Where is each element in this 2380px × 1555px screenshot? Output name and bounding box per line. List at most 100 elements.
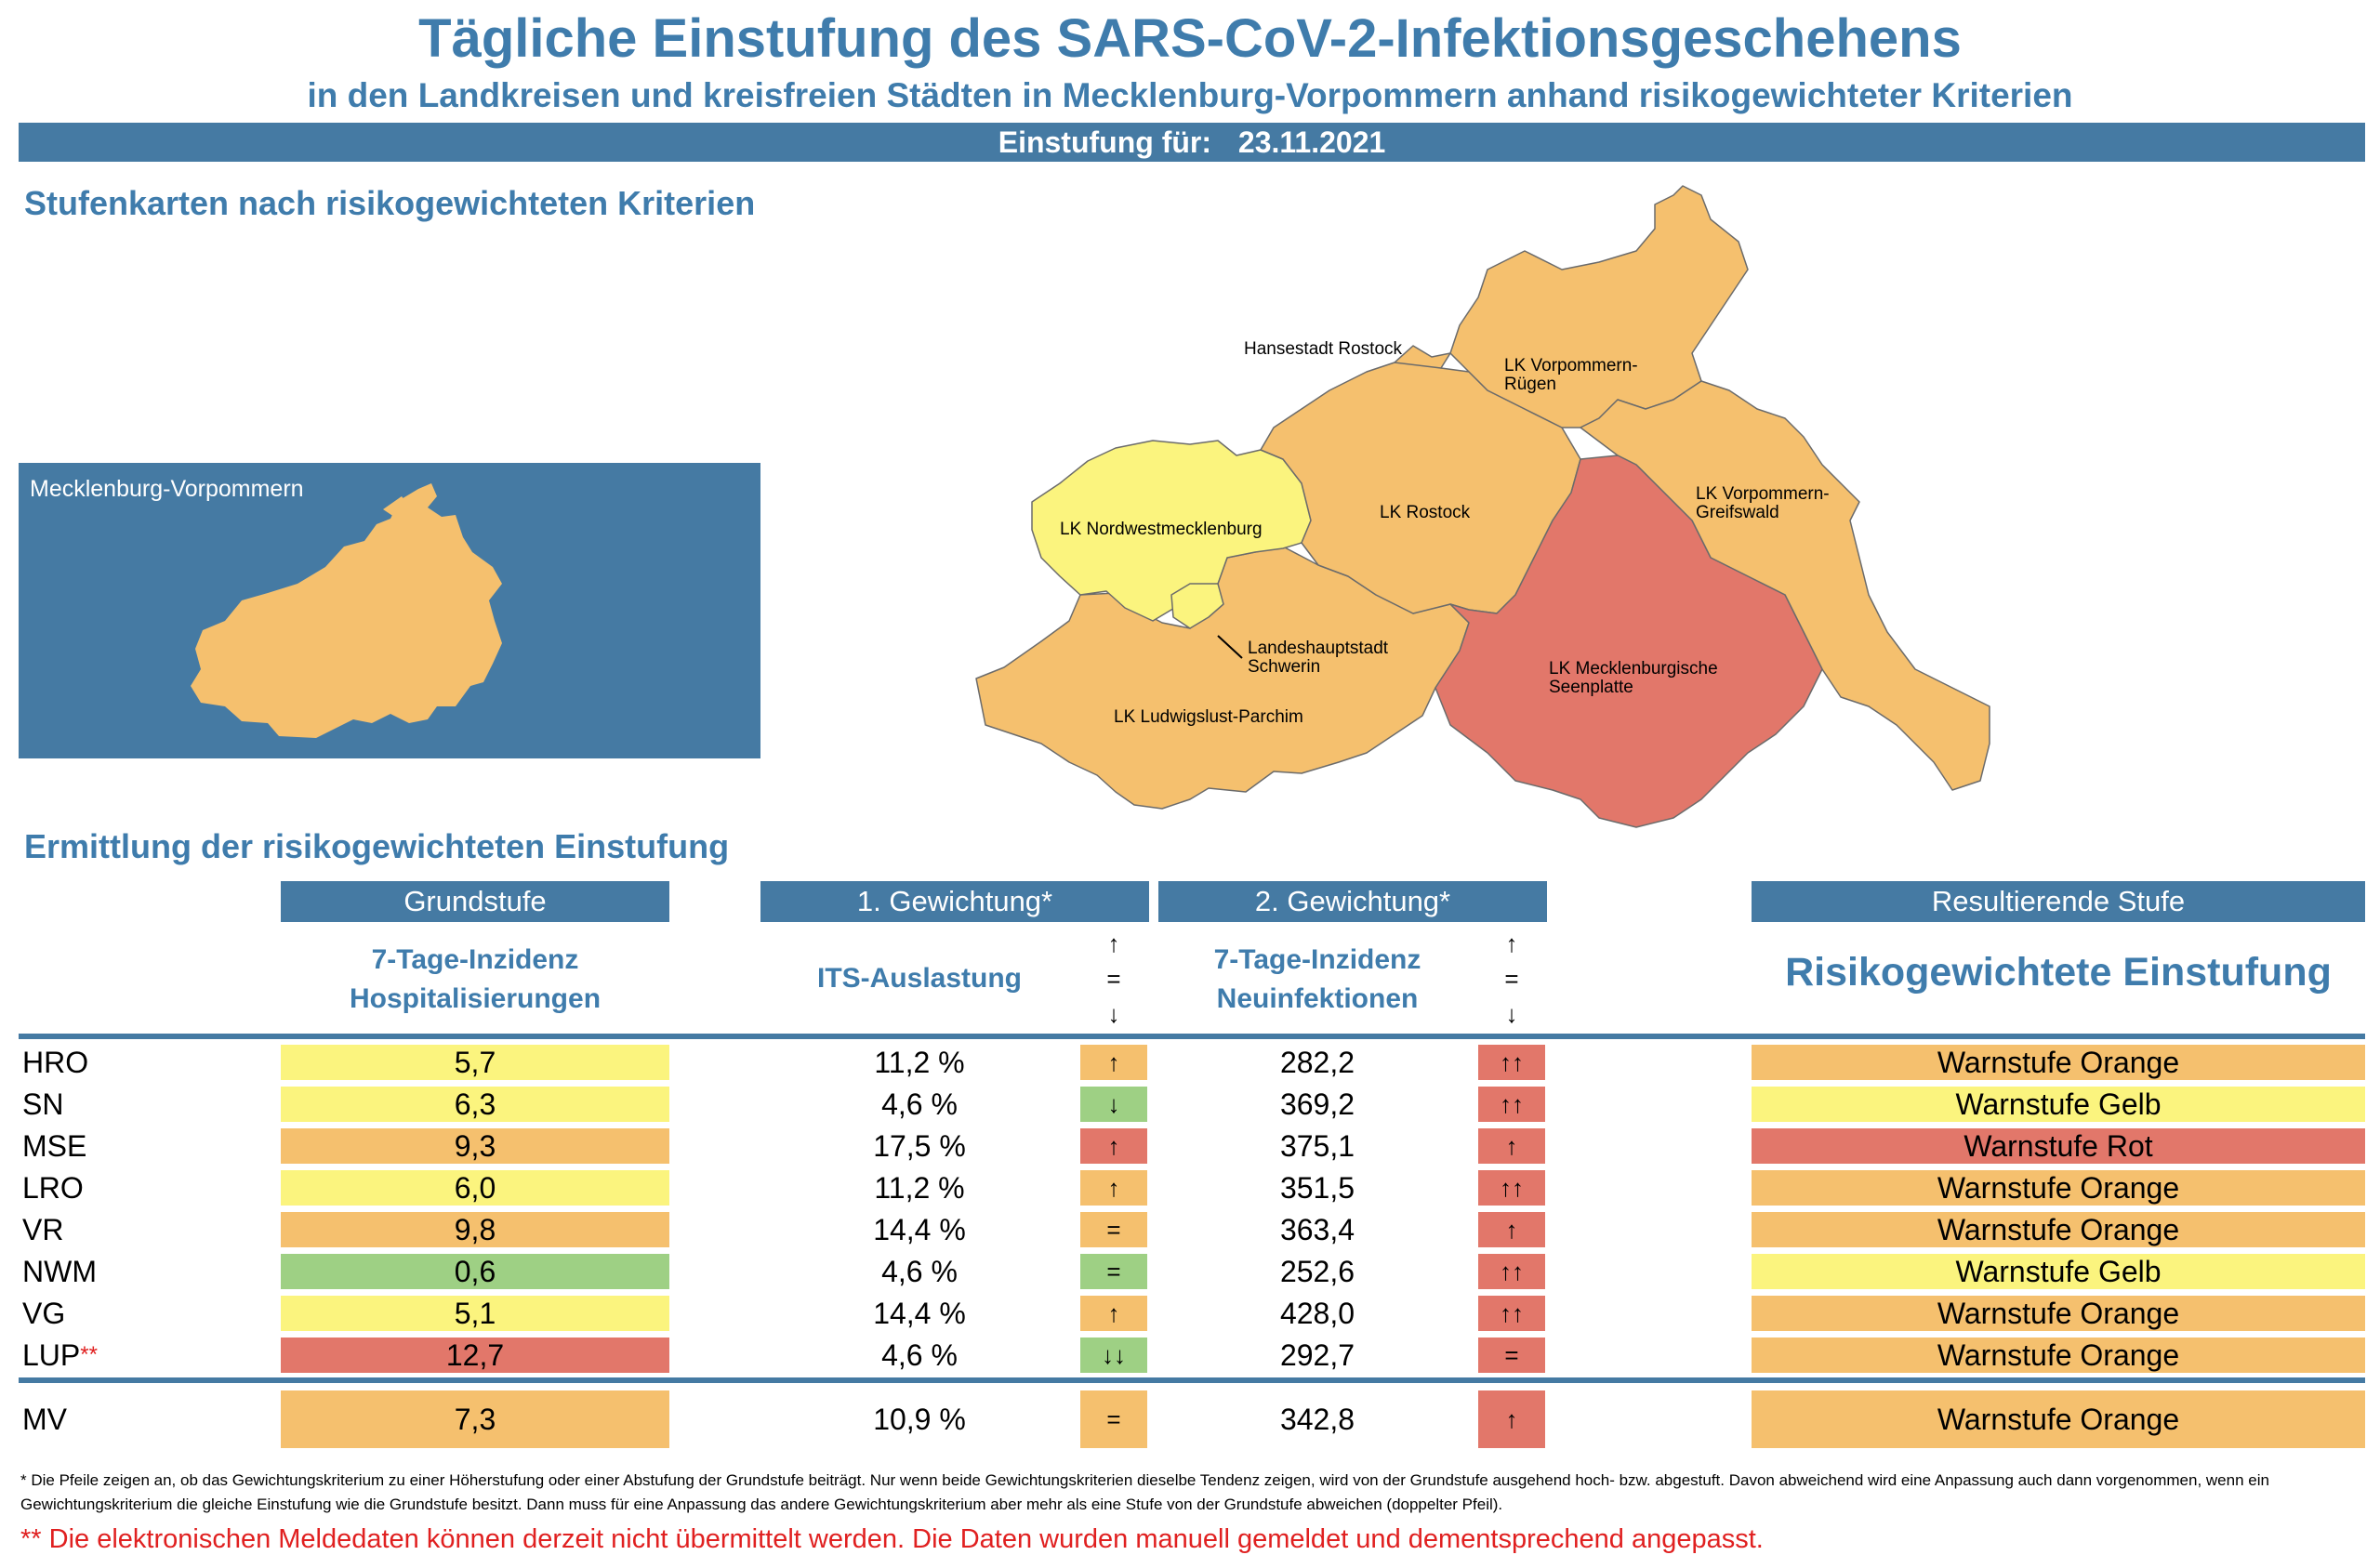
neuinfektionen-cell: 282,2 (1279, 1046, 1355, 1079)
neuinfektionen-cell: 351,5 (1279, 1171, 1355, 1205)
arrow1-cell: = (1080, 1254, 1147, 1289)
arrow-legend-2: ↑ = ↓ (1504, 929, 1519, 1028)
row-name: LRO (22, 1171, 84, 1205)
result-cell: Warnstufe Gelb (1752, 1254, 2365, 1289)
label-sn: Landeshauptstadt Schwerin (1248, 639, 1389, 677)
table-top-separator (19, 1034, 2365, 1039)
arrow2-cell: ↑↑ (1478, 1296, 1545, 1331)
page-title: Tägliche Einstufung des SARS-CoV-2-Infek… (418, 8, 1962, 69)
its-cell: 4,6 % (881, 1255, 958, 1288)
arrow2-cell: ↑↑ (1478, 1254, 1545, 1289)
district-map (975, 185, 1990, 828)
row-label: VR (22, 1212, 63, 1247)
arrow2-cell: ↑↑ (1478, 1170, 1545, 1206)
arrow2-cell: = (1478, 1338, 1545, 1373)
header-gewichtung-1: 1. Gewichtung* (760, 881, 1149, 922)
region-hro (1394, 345, 1451, 369)
subheader-grundstufe: 7-Tage-Inzidenz Hospitalisierungen (349, 944, 602, 1014)
table-total-separator (19, 1377, 2365, 1383)
date-label: Einstufung für: (998, 125, 1211, 159)
arrow1-cell: ↓↓ (1080, 1338, 1147, 1373)
grundstufe-cell: 6,3 (281, 1087, 669, 1122)
subheader-its: ITS-Auslastung (816, 963, 1022, 994)
row-name: MSE (22, 1129, 87, 1163)
subheader-result: Risikogewichtete Einstufung (1785, 950, 2332, 995)
grundstufe-cell: 9,3 (281, 1128, 669, 1164)
arrow-legend-1: ↑ = ↓ (1106, 929, 1121, 1028)
grundstufe-cell: 5,1 (281, 1296, 669, 1331)
arrow1-cell: ↑ (1080, 1128, 1147, 1164)
row-name: VG (22, 1297, 66, 1330)
row-label: MSE (22, 1128, 86, 1164)
row-label: LRO (22, 1170, 84, 1206)
result-cell: Warnstufe Rot (1752, 1128, 2365, 1164)
date-bar: Einstufung für: 23.11.2021 (19, 123, 2365, 162)
header-grundstufe: Grundstufe (281, 881, 669, 922)
grundstufe-cell: 6,0 (281, 1170, 669, 1206)
total-neu: 342,8 (1279, 1403, 1355, 1436)
label-vr: LK Vorpommern- Rügen (1504, 356, 1638, 394)
result-cell: Warnstufe Gelb (1752, 1087, 2365, 1122)
table-section-heading: Ermittlung der risikogewichteten Einstuf… (24, 827, 730, 865)
row-name: LUP (22, 1338, 81, 1372)
row-label: HRO (22, 1045, 88, 1080)
result-cell: Warnstufe Orange (1752, 1045, 2365, 1080)
label-nwm: LK Nordwestmecklenburg (1060, 520, 1263, 539)
label-lro: LK Rostock (1380, 503, 1471, 522)
arrow2-cell: ↑ (1478, 1212, 1545, 1247)
its-cell: 4,6 % (881, 1087, 958, 1121)
arrow2-cell: ↑ (1478, 1128, 1545, 1164)
subheader-neuinfektionen: 7-Tage-Inzidenz Neuinfektionen (1213, 944, 1421, 1014)
state-silhouette (191, 483, 502, 738)
row-star-marker: ** (80, 1342, 98, 1367)
row-name: VR (22, 1213, 64, 1246)
page-subtitle: in den Landkreisen und kreisfreien Städt… (307, 76, 2073, 114)
arrow2-cell: ↑↑ (1478, 1087, 1545, 1122)
header-gewichtung-2: 2. Gewichtung* (1158, 881, 1547, 922)
arrow1-cell: ↓ (1080, 1087, 1147, 1122)
region-sn (1170, 583, 1224, 629)
result-cell: Warnstufe Orange (1752, 1338, 2365, 1373)
neuinfektionen-cell: 363,4 (1279, 1213, 1355, 1246)
grundstufe-cell: 5,7 (281, 1045, 669, 1080)
footnote: * Die Pfeile zeigen an, ob das Gewichtun… (20, 1471, 2269, 1513)
total-grund: 7,3 (281, 1390, 669, 1448)
row-name: SN (22, 1087, 64, 1121)
date-value: 23.11.2021 (1237, 125, 1386, 159)
its-cell: 14,4 % (873, 1213, 966, 1246)
row-label: VG (22, 1296, 65, 1331)
its-cell: 14,4 % (873, 1297, 966, 1330)
arrow1-cell: = (1080, 1212, 1147, 1247)
total-row-label: MV (22, 1403, 67, 1436)
small-map-label: Mecklenburg-Vorpommern (30, 476, 304, 502)
total-arrow1: = (1080, 1390, 1147, 1448)
label-mse: LK Mecklenburgische Seenplatte (1549, 659, 1718, 697)
arrow1-cell: ↑ (1080, 1170, 1147, 1206)
total-its: 10,9 % (873, 1403, 966, 1436)
map-section-heading: Stufenkarten nach risikogewichteten Krit… (24, 184, 756, 222)
label-lup: LK Ludwigslust-Parchim (1114, 707, 1303, 727)
neuinfektionen-cell: 428,0 (1279, 1297, 1355, 1330)
result-cell: Warnstufe Orange (1752, 1212, 2365, 1247)
row-name: NWM (22, 1255, 97, 1288)
region-vr (1449, 185, 1749, 428)
total-result: Warnstufe Orange (1752, 1390, 2365, 1448)
arrow1-cell: ↑ (1080, 1296, 1147, 1331)
arrow1-cell: ↑ (1080, 1045, 1147, 1080)
header-result: Resultierende Stufe (1752, 881, 2365, 922)
total-arrow2: ↑ (1478, 1390, 1545, 1448)
label-hro: Hansestadt Rostock (1244, 339, 1403, 359)
its-cell: 17,5 % (873, 1129, 966, 1163)
result-cell: Warnstufe Orange (1752, 1296, 2365, 1331)
row-label: SN (22, 1087, 63, 1122)
neuinfektionen-cell: 252,6 (1279, 1255, 1355, 1288)
footnote-2: ** Die elektronischen Meldedaten können … (20, 1524, 1764, 1554)
neuinfektionen-cell: 375,1 (1279, 1129, 1355, 1163)
row-label: LUP** (22, 1338, 98, 1373)
arrow2-cell: ↑↑ (1478, 1045, 1545, 1080)
row-name: HRO (22, 1046, 89, 1079)
row-label: NWM (22, 1254, 97, 1289)
its-cell: 11,2 % (874, 1046, 965, 1079)
label-vg: LK Vorpommern- Greifswald (1696, 484, 1830, 522)
grundstufe-cell: 9,8 (281, 1212, 669, 1247)
